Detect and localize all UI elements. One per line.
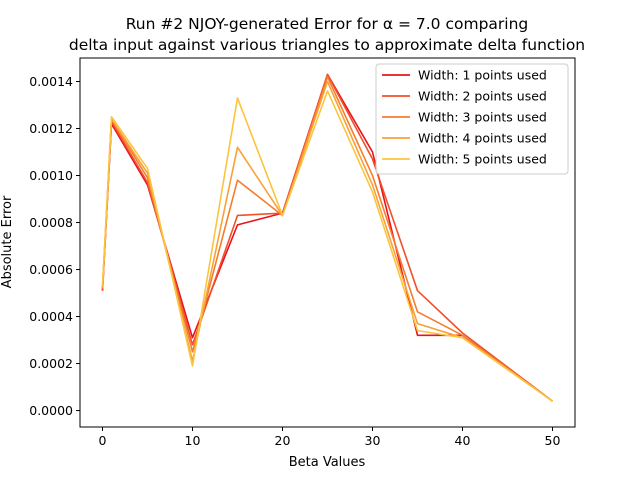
y-tick-label: 0.0010	[29, 168, 73, 183]
y-axis-label: Absolute Error	[0, 195, 15, 288]
legend-entry-label: Width: 5 points used	[418, 152, 547, 167]
x-tick-label: 0	[99, 433, 107, 448]
legend: Width: 1 points used Width: 2 points used…	[375, 63, 569, 175]
y-axis: 0.0000 0.0002 0.0004 0.0006 0.0008 0.0010 0.00…	[29, 74, 80, 418]
x-tick-label: 20	[275, 433, 291, 448]
series-line-width-5	[101, 90, 553, 402]
x-tick-label: 10	[185, 433, 201, 448]
x-axis: 0 10 20 30 40 50	[99, 427, 561, 448]
legend-entry-label: Width: 4 points used	[418, 131, 547, 146]
legend-box	[375, 63, 569, 175]
y-tick-label: 0.0012	[29, 121, 73, 136]
y-tick-label: 0.0014	[29, 74, 73, 89]
x-axis-label: Beta Values	[289, 455, 366, 470]
legend-entry-label: Width: 3 points used	[418, 110, 547, 125]
chart-title-line-1: Run #2 NJOY-generated Error for α = 7.0 …	[126, 15, 529, 33]
plot-frame	[79, 57, 576, 428]
x-tick-label: 40	[455, 433, 471, 448]
chart-title-line-2: delta input against various triangles to…	[69, 36, 585, 54]
x-tick-label: 30	[365, 433, 381, 448]
y-tick-label: 0.0006	[29, 262, 73, 277]
y-tick-label: 0.0002	[29, 356, 73, 371]
legend-entry-label: Width: 1 points used	[418, 68, 547, 83]
legend-entry-label: Width: 2 points used	[418, 89, 547, 104]
y-tick-label: 0.0000	[29, 403, 73, 418]
x-tick-label: 50	[545, 433, 561, 448]
y-tick-label: 0.0008	[29, 215, 73, 230]
y-tick-label: 0.0004	[29, 309, 73, 324]
series-layer	[101, 73, 553, 402]
